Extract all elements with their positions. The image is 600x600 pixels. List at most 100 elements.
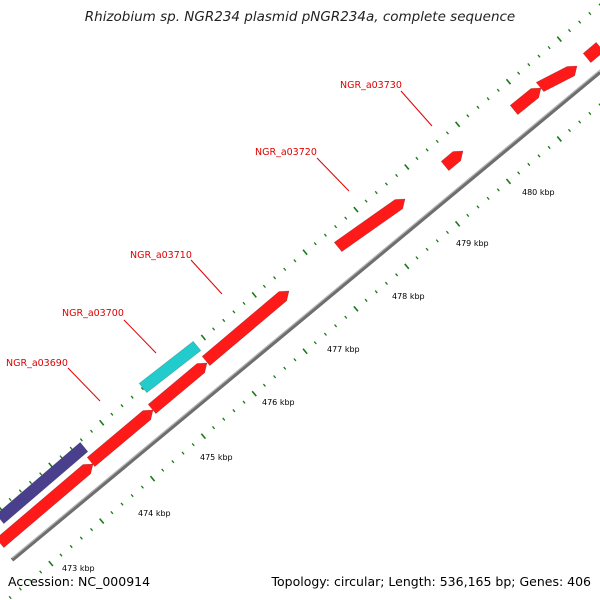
minor-tick [435,239,439,243]
leader-line [400,90,433,127]
lower-tick-row [8,103,600,600]
minor-tick [212,426,216,430]
genome-backbone [10,70,600,562]
label-leaders [67,90,433,402]
minor-tick [445,131,449,135]
gene-arrow[interactable] [86,409,154,468]
minor-tick [293,259,297,263]
minor-tick [222,417,226,421]
minor-tick [110,412,114,416]
minor-tick [527,162,531,167]
minor-tick [415,256,419,260]
major-tick [556,36,562,43]
gene-arrow[interactable] [0,463,94,549]
minor-tick [140,485,144,489]
major-tick [99,419,105,426]
minor-tick [598,3,600,7]
minor-tick [425,247,429,252]
minor-tick [242,400,246,404]
minor-tick [181,451,185,455]
minor-tick [79,536,83,540]
minor-tick [69,544,73,549]
minor-tick [466,114,470,118]
minor-tick [140,386,144,391]
accession-text: Accession: NC_000914 [8,574,151,589]
major-tick [404,164,410,170]
gene-arrow[interactable] [509,87,542,116]
minor-tick [425,148,429,152]
minor-tick [161,468,165,472]
major-tick [302,348,308,355]
minor-tick [313,242,317,246]
minor-tick [486,97,490,101]
gene-arrow[interactable] [147,362,208,415]
minor-tick [476,205,480,209]
gene-arrow[interactable] [333,198,406,253]
minor-tick [537,54,541,58]
major-tick [353,305,359,312]
minor-tick [334,225,338,229]
ruler-label: 477 kbp [327,345,360,354]
gene-label[interactable]: NGR_a03720 [255,147,317,158]
leader-line [190,259,223,295]
minor-tick [69,446,73,450]
minor-tick [8,497,12,502]
gene-label[interactable]: NGR_a03690 [6,358,68,369]
minor-tick [364,199,368,203]
minor-tick [384,281,388,285]
minor-tick [588,11,592,16]
minor-tick [8,595,12,600]
minor-tick [242,301,246,306]
major-tick [200,433,207,440]
minor-tick [364,298,368,302]
minor-tick [120,404,124,408]
minor-tick [466,213,470,218]
minor-tick [395,173,399,178]
minor-tick [517,71,521,75]
ruler-label: 479 kbp [456,239,489,248]
major-tick [200,334,207,341]
gene-arrow[interactable] [582,41,600,64]
minor-tick [293,358,297,362]
map-title: Rhizobium sp. NGR234 plasmid pNGR234a, c… [84,9,516,25]
ruler-label: 475 kbp [200,453,233,462]
minor-tick [334,324,338,328]
gene-track [0,41,600,549]
minor-tick [435,139,439,144]
minor-tick [537,154,541,158]
minor-tick [273,276,277,280]
gene-label[interactable]: NGR_a03730 [340,80,402,91]
gene-arrow[interactable] [535,65,578,92]
major-tick [404,263,410,270]
major-tick [48,560,54,567]
gene-box[interactable] [0,441,89,525]
minor-tick [384,182,388,186]
minor-tick [547,145,551,150]
minor-tick [212,327,216,331]
minor-tick [59,455,63,459]
minor-tick [578,20,582,24]
minor-tick [547,45,551,50]
minor-tick [415,156,419,161]
leader-line [67,367,101,402]
minor-tick [28,480,33,485]
major-tick [251,390,257,397]
minor-tick [476,105,480,109]
minor-tick [273,375,277,379]
gene-label[interactable]: NGR_a03710 [130,250,192,261]
gene-box[interactable] [138,340,202,394]
major-tick [353,206,359,213]
gene-label[interactable]: NGR_a03700 [62,308,124,319]
minor-tick [374,190,378,195]
minor-tick [344,216,348,220]
ruler-label: 473 kbp [62,564,95,573]
gene-arrow[interactable] [201,290,290,367]
minor-tick [527,63,531,67]
minor-tick [496,88,500,92]
gene-arrow[interactable] [440,150,464,172]
minor-tick [110,510,114,515]
genome-backbone-highlight [11,69,600,559]
minor-tick [567,128,572,133]
minor-tick [323,233,327,237]
